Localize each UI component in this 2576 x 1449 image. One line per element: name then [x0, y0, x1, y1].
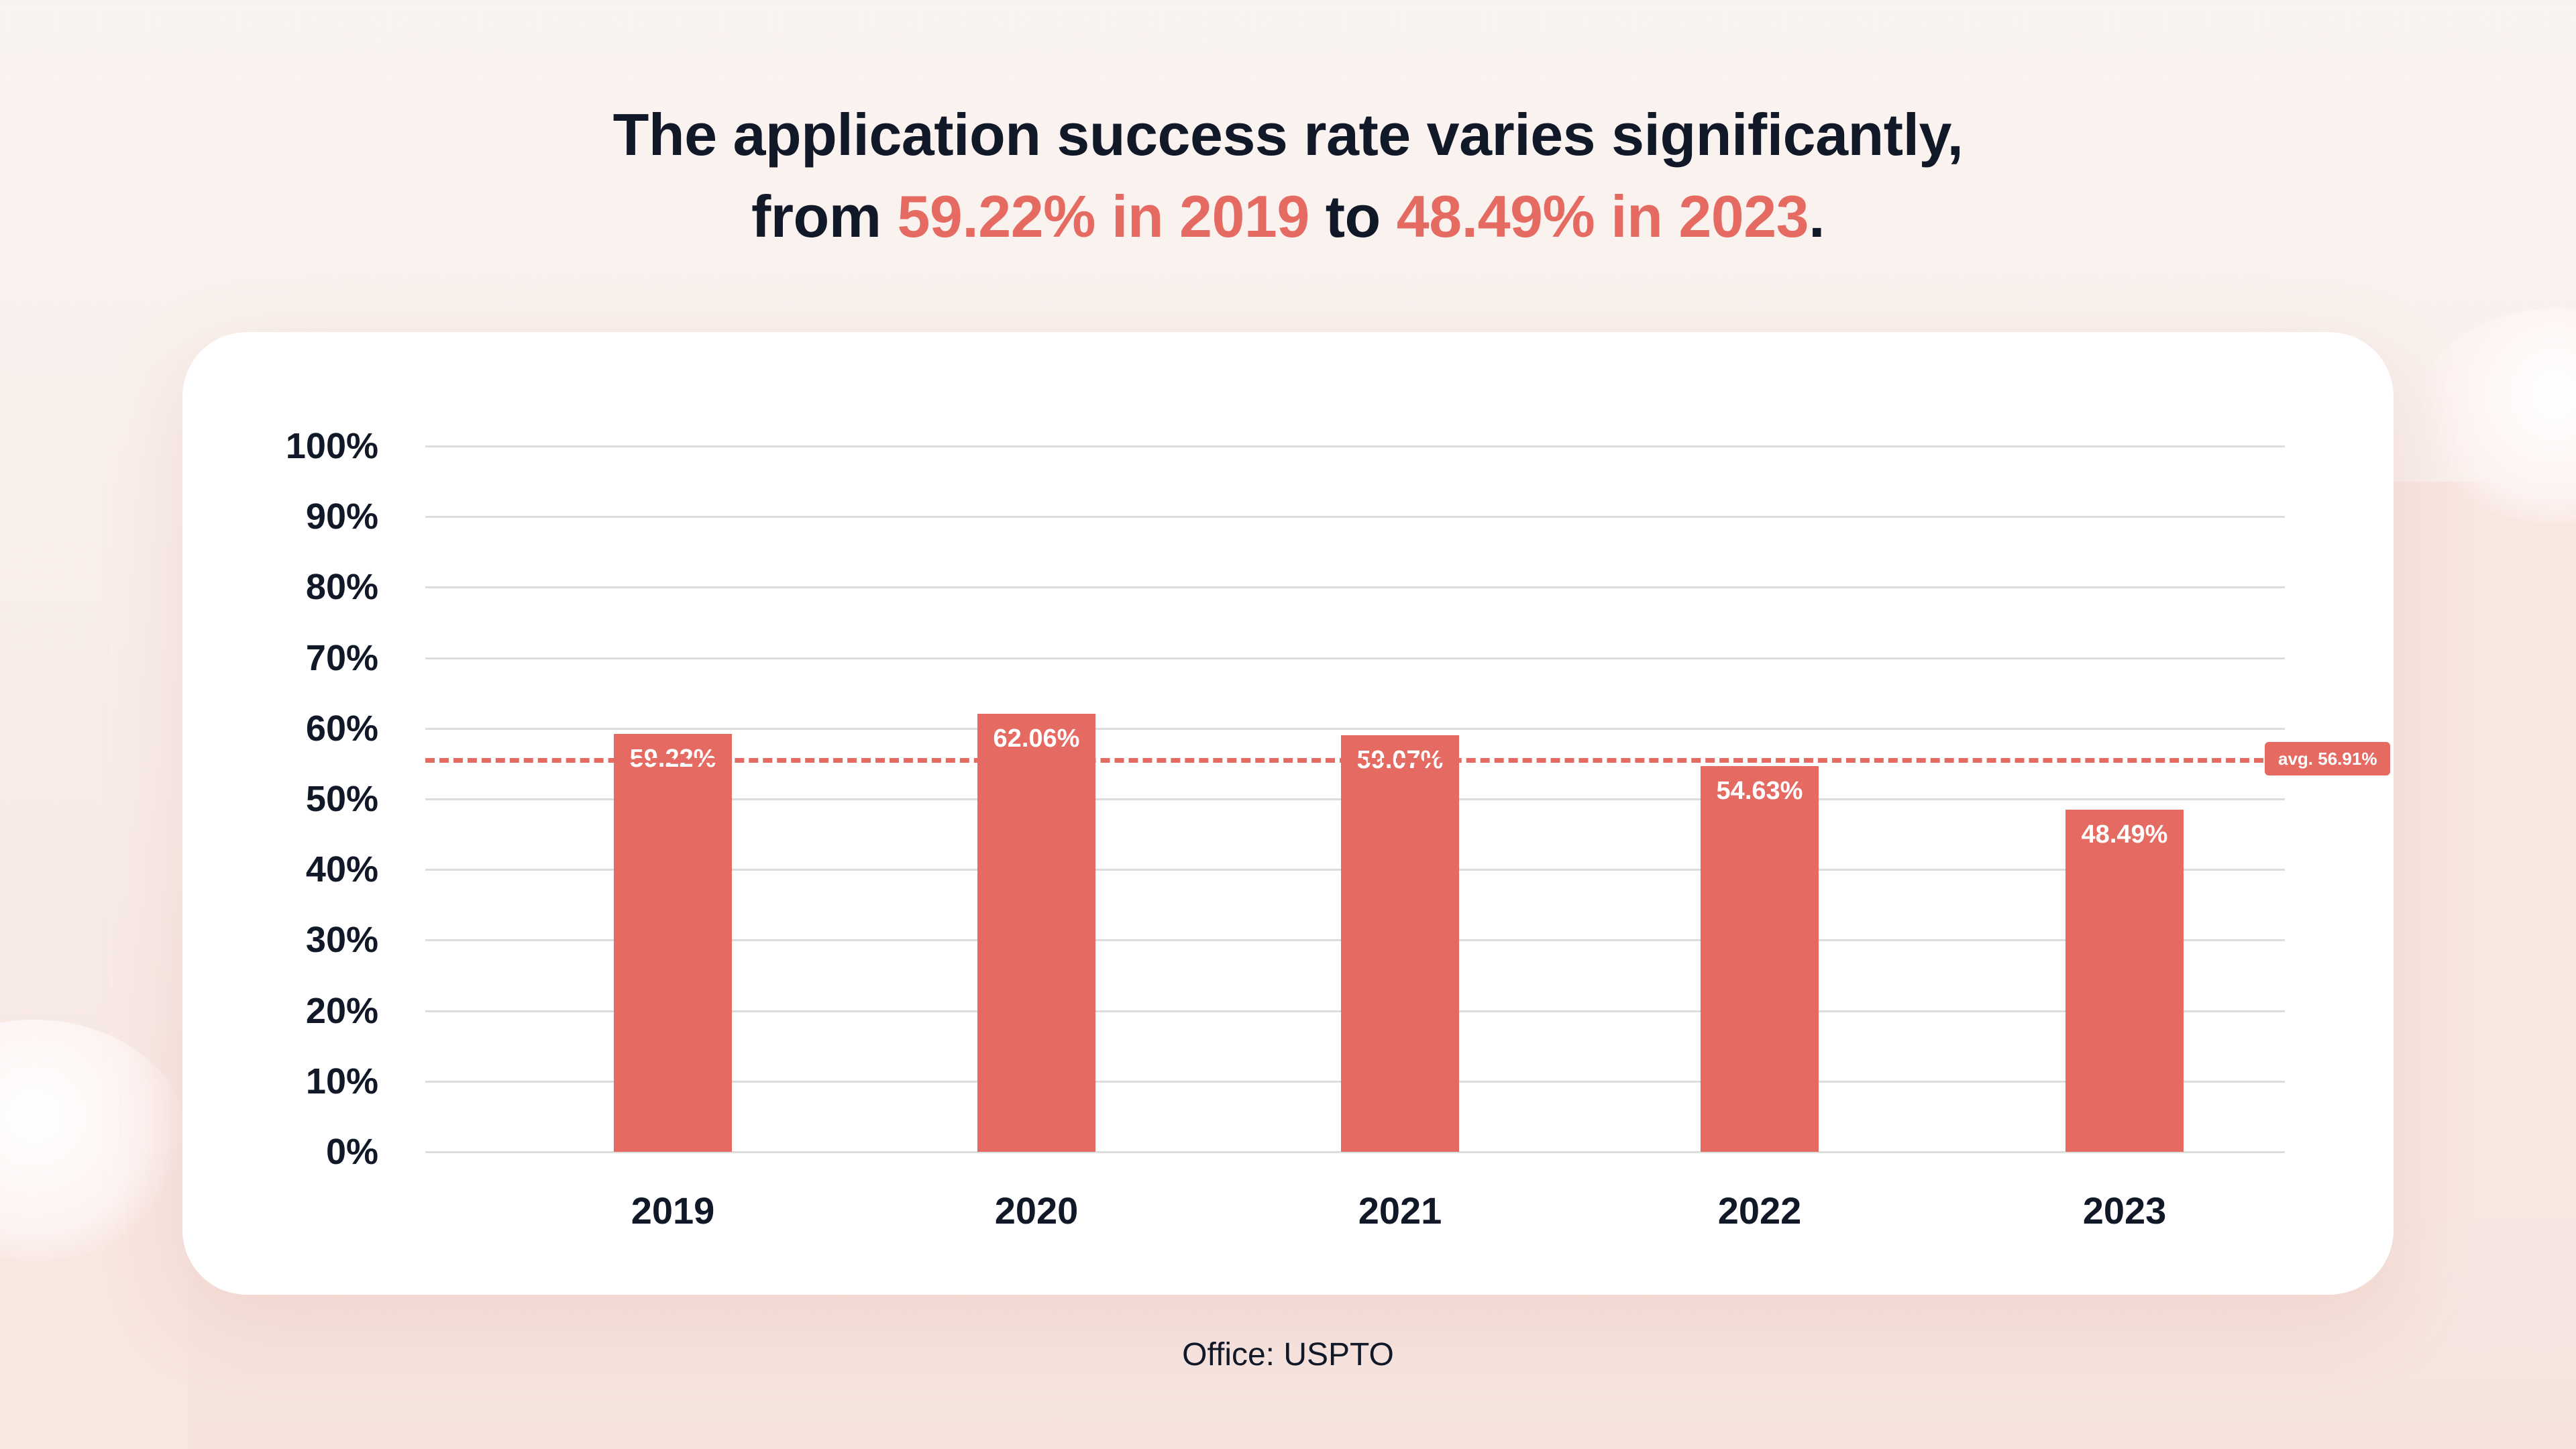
y-axis-tick-label: 60%	[305, 708, 378, 749]
background-band-right	[2388, 482, 2576, 1220]
x-axis-tick-label: 2021	[1358, 1189, 1442, 1232]
gridline	[425, 1151, 2285, 1153]
gridline	[425, 657, 2285, 659]
bar-2022: 54.63%	[1701, 766, 1819, 1152]
title-prefix: from	[751, 183, 898, 250]
y-axis-tick-label: 100%	[285, 426, 378, 466]
bar-2019: 59.22%	[614, 734, 732, 1152]
average-line	[425, 758, 2263, 763]
y-axis-tick-label: 70%	[305, 637, 378, 678]
x-axis-tick-label: 2020	[994, 1189, 1079, 1232]
y-axis-tick-label: 50%	[305, 779, 378, 819]
x-axis-tick-label: 2019	[631, 1189, 715, 1232]
bar-2020: 62.06%	[977, 714, 1095, 1152]
y-axis-tick-label: 30%	[305, 920, 378, 961]
title-middle: to	[1309, 183, 1397, 250]
gridline	[425, 445, 2285, 447]
gridline	[425, 727, 2285, 730]
chart-card	[182, 332, 2394, 1295]
title-highlight-start: 59.22% in 2019	[897, 183, 1309, 250]
bar-value-label: 54.63%	[1716, 777, 1803, 806]
page-title: The application success rate varies sign…	[0, 94, 2576, 258]
source-footer: Office: USPTO	[1182, 1337, 1394, 1373]
y-axis-tick-label: 0%	[325, 1132, 378, 1172]
bar-value-label: 62.06%	[993, 724, 1080, 753]
bar-2021: 59.07%	[1341, 735, 1459, 1152]
title-highlight-end: 48.49% in 2023	[1396, 183, 1809, 250]
title-line-1: The application success rate varies sign…	[612, 101, 1964, 168]
gridline	[425, 586, 2285, 589]
title-line-2: from 59.22% in 2019 to 48.49% in 2023.	[0, 176, 2576, 258]
bar-value-label: 48.49%	[2081, 820, 2168, 849]
y-axis-tick-label: 90%	[305, 496, 378, 537]
y-axis-tick-label: 40%	[305, 849, 378, 890]
bar-2023: 48.49%	[2065, 809, 2184, 1152]
y-axis-tick-label: 20%	[305, 990, 378, 1031]
title-suffix: .	[1809, 183, 1825, 250]
average-badge: avg. 56.91%	[2265, 742, 2391, 775]
y-axis-tick-label: 10%	[305, 1061, 378, 1102]
x-axis-tick-label: 2023	[2082, 1189, 2167, 1232]
y-axis-tick-label: 80%	[305, 567, 378, 608]
gridline	[425, 516, 2285, 519]
x-axis-tick-label: 2022	[1717, 1189, 1802, 1232]
